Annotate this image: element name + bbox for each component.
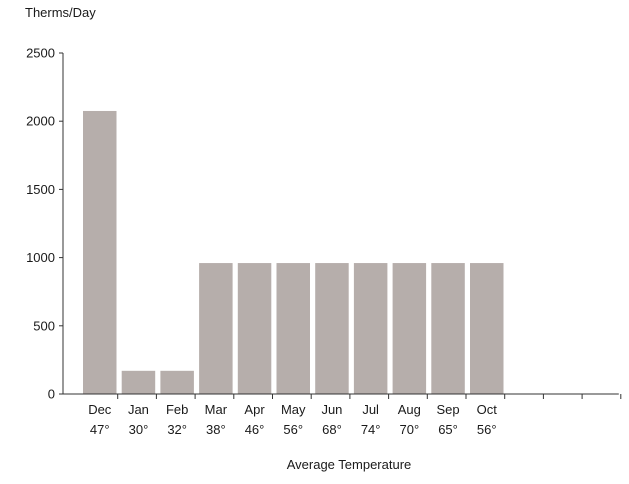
- month-label: Sep: [436, 402, 459, 417]
- x-axis: Dec 47° Jan 30° Feb 32° Mar 38° Apr 46° May 56° Jun 6…: [63, 393, 622, 437]
- bar: [199, 263, 233, 394]
- month-label: Aug: [398, 402, 421, 417]
- month-label: May: [281, 402, 306, 417]
- bar: [431, 263, 465, 394]
- temperature-label: 68°: [322, 422, 342, 437]
- x-axis-title: Average Temperature: [287, 457, 412, 472]
- bar: [353, 263, 388, 394]
- month-label: Jun: [321, 402, 342, 417]
- month-label: Feb: [166, 402, 188, 417]
- temperature-label: 47°: [90, 422, 110, 437]
- temperature-label: 30°: [129, 422, 149, 437]
- temperature-label: 70°: [400, 422, 420, 437]
- temperature-label: 74°: [361, 422, 381, 437]
- temperature-label: 46°: [245, 422, 265, 437]
- temperature-label: 32°: [167, 422, 187, 437]
- bar: [237, 263, 272, 394]
- month-label: Jan: [128, 402, 149, 417]
- y-tick-label: 2500: [26, 46, 55, 61]
- bar: [121, 370, 156, 394]
- bars: [83, 110, 504, 394]
- month-label: Jul: [362, 402, 379, 417]
- temperature-label: 38°: [206, 422, 226, 437]
- y-axis: 0 500 1000 1500 2000 2500: [26, 46, 64, 402]
- bar: [160, 370, 194, 394]
- y-tick-label: 2000: [26, 114, 55, 129]
- temperature-label: 56°: [283, 422, 303, 437]
- bar: [315, 263, 349, 394]
- month-label: Oct: [477, 402, 498, 417]
- bar: [392, 263, 427, 394]
- month-label: Apr: [244, 402, 265, 417]
- temperature-label: 56°: [477, 422, 497, 437]
- temperature-label: 65°: [438, 422, 458, 437]
- month-label: Dec: [88, 402, 112, 417]
- bar: [276, 263, 310, 394]
- y-tick-label: 0: [48, 387, 55, 402]
- bar: [83, 110, 117, 394]
- y-tick-label: 1500: [26, 182, 55, 197]
- y-tick-label: 1000: [26, 250, 55, 265]
- bar: [470, 263, 504, 394]
- y-axis-title: Therms/Day: [25, 5, 96, 20]
- y-tick-label: 500: [33, 318, 55, 333]
- month-label: Mar: [205, 402, 228, 417]
